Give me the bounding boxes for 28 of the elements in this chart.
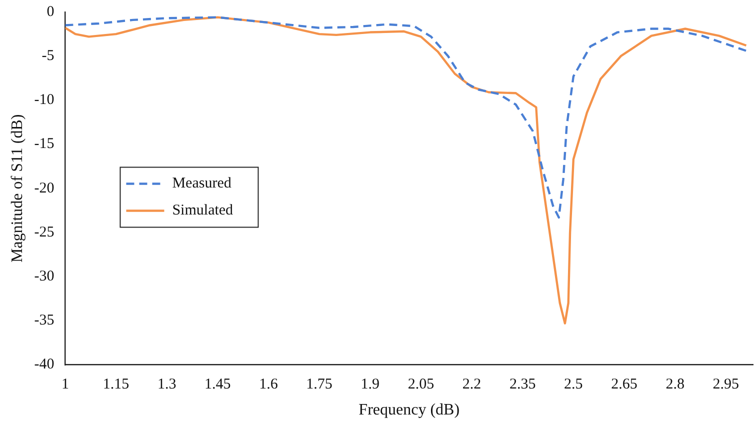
line-series	[65, 16, 748, 219]
x-axis-title: Frequency (dB)	[358, 402, 460, 419]
y-tick-label: -35	[34, 312, 54, 329]
x-tick-label: 1.6	[259, 376, 278, 393]
y-tick-label: -30	[34, 268, 54, 285]
y-tick-label: -15	[34, 136, 54, 152]
x-tick-label: 1.45	[204, 376, 231, 393]
x-tick-label: 1	[61, 376, 69, 393]
x-tick-label: 2.05	[408, 376, 434, 393]
legend-label: Simulated	[172, 202, 234, 219]
x-tick-label: 1.3	[157, 376, 176, 393]
x-tick-label: 2.8	[666, 376, 684, 393]
y-tick-label: 0	[46, 4, 54, 20]
x-tick-label: 2.65	[611, 376, 638, 393]
x-tick-label: 2.95	[712, 376, 740, 393]
y-axis-title: Magnitude of S11 (dB)	[8, 114, 26, 263]
y-tick-label: -25	[34, 224, 54, 240]
y-tick-label: -40	[34, 356, 54, 373]
y-tick-label: -10	[34, 92, 54, 108]
x-tick-label: 2.2	[462, 376, 482, 393]
x-tick-label: 1.75	[306, 376, 332, 393]
x-tick-label: 2.35	[509, 376, 536, 393]
x-tick-label: 1.15	[102, 376, 130, 393]
x-tick-label: 2.5	[564, 376, 583, 393]
legend-label: Measured	[172, 176, 232, 192]
y-tick-label: -5	[42, 48, 54, 64]
y-tick-label: -20	[34, 180, 54, 196]
x-tick-label: 1.9	[360, 376, 380, 393]
